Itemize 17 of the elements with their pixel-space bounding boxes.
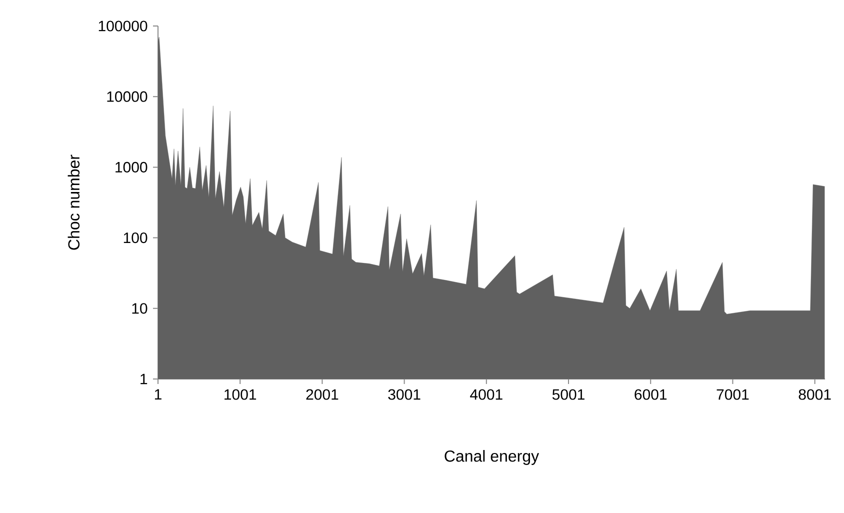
x-axis-title: Canal energy	[444, 450, 540, 465]
x-tick-label: 3001	[388, 389, 420, 400]
y-tick-label: 1	[140, 374, 148, 384]
x-tick-label: 1	[154, 389, 162, 400]
x-tick-label: 8001	[798, 389, 831, 400]
x-tick-label: 2001	[306, 389, 338, 400]
y-tick-label: 10	[132, 303, 148, 314]
x-tick-label: 5001	[552, 389, 584, 400]
x-tick-label: 6001	[634, 389, 667, 400]
x-tick-label: 7001	[716, 389, 749, 400]
x-tick-label: 4001	[470, 389, 502, 400]
y-tick-label: 10000	[107, 91, 148, 102]
y-tick-label: 1000	[116, 162, 148, 173]
x-tick-label: 1001	[224, 389, 256, 400]
y-axis-title: Choc number	[68, 154, 80, 250]
y-tick-label: 100000	[98, 20, 148, 32]
y-tick-label: 100	[124, 232, 148, 244]
